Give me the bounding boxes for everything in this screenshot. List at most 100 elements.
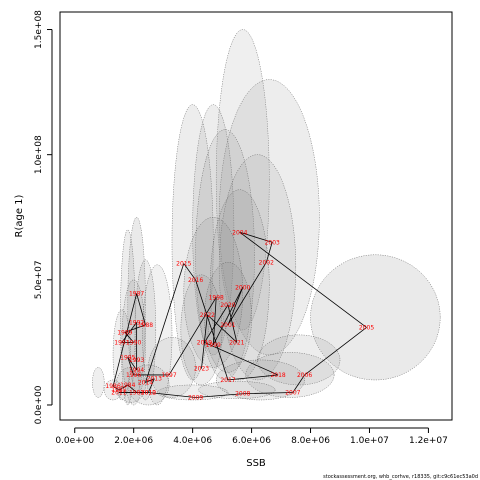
year-label: 2019 <box>197 339 212 346</box>
year-label: 2005 <box>359 324 374 331</box>
year-label: 1994 <box>129 367 144 374</box>
y-tick-label: 1.0e+08 <box>34 135 44 174</box>
path-segment <box>168 297 217 376</box>
year-label: 2004 <box>232 229 247 236</box>
confidence-ellipse <box>198 380 276 399</box>
path-segment <box>145 378 155 383</box>
year-label: 1997 <box>161 372 176 379</box>
year-label: 2020 <box>220 302 235 309</box>
year-label: 1991 <box>114 339 129 346</box>
recruitment-path <box>112 231 367 398</box>
x-tick-label: 2.0e+06 <box>114 436 153 446</box>
year-label: 2021 <box>229 339 244 346</box>
year-label: 1989 <box>117 329 132 336</box>
y-axis-title: R(age 1) <box>14 194 25 237</box>
year-label: 1984 <box>120 382 135 389</box>
year-label: 2014 <box>138 379 153 386</box>
path-segment <box>207 314 238 343</box>
y-tick-label: 5.0e+07 <box>34 260 44 299</box>
path-segment <box>148 378 155 393</box>
year-label: 2001 <box>220 322 235 329</box>
year-label: 2017 <box>220 377 235 384</box>
confidence-ellipse <box>115 367 146 403</box>
year-label: 1990 <box>126 339 141 346</box>
year-label: 1987 <box>129 291 144 298</box>
path-segment <box>124 324 146 333</box>
path-segment <box>304 327 367 376</box>
year-label: 1998 <box>209 294 224 301</box>
year-label: 2000 <box>235 284 250 291</box>
path-segment <box>112 293 138 387</box>
path-segment <box>148 392 196 398</box>
path-segment <box>118 384 128 391</box>
path-segment <box>227 287 244 326</box>
confidence-ellipse <box>103 379 123 401</box>
year-label: 1999 <box>206 342 221 349</box>
confidence-ellipse <box>92 367 105 398</box>
path-segment <box>195 279 229 381</box>
path-segment <box>242 392 293 395</box>
year-label: 2011 <box>111 389 126 396</box>
y-tick-label: 0.0e+00 <box>34 385 44 424</box>
x-tick-label: 1.0e+07 <box>350 436 389 446</box>
path-segment <box>127 384 137 393</box>
path-segment <box>136 293 146 325</box>
year-label: 2013 <box>147 376 162 383</box>
y-tick-label: 1.5e+08 <box>34 10 44 49</box>
year-label: 1993 <box>129 357 144 364</box>
plot-frame <box>59 11 453 421</box>
path-segment <box>265 242 273 263</box>
year-label: 2009 <box>188 394 203 401</box>
confidence-ellipse <box>257 334 341 386</box>
path-segment <box>212 287 244 346</box>
y-axis: 0.0e+00 5.0e+07 1.0e+08 1.5e+08 <box>34 10 53 424</box>
confidence-ellipse <box>215 359 305 401</box>
confidence-ellipse <box>134 259 157 401</box>
confidence-ellipse <box>245 352 335 398</box>
path-segment <box>227 262 267 326</box>
year-label: 2022 <box>200 312 215 319</box>
confidence-ellipse <box>218 154 297 381</box>
year-label: 1992 <box>129 319 144 326</box>
confidence-ellipse <box>310 254 441 381</box>
path-segment <box>121 322 137 343</box>
year-label: 2016 <box>188 277 203 284</box>
confidence-ellipses <box>92 29 441 406</box>
year-label: 2002 <box>259 259 274 266</box>
confidence-ellipse <box>218 79 320 356</box>
path-segment <box>124 332 134 343</box>
x-tick-label: 8.0e+06 <box>291 436 330 446</box>
x-tick-label: 1.2e+07 <box>409 436 448 446</box>
year-label: 2018 <box>270 372 285 379</box>
x-tick-label: 4.0e+06 <box>173 436 212 446</box>
year-label: 2003 <box>265 239 280 246</box>
year-label: 2008 <box>235 391 250 398</box>
year-label: 1985 <box>111 387 126 394</box>
year-label: 2007 <box>285 389 300 396</box>
year-label: 2023 <box>194 366 209 373</box>
path-segment <box>227 374 279 381</box>
confidence-ellipse <box>183 217 243 368</box>
year-label: 1995 <box>120 354 135 361</box>
x-tick-label: 0.0e+00 <box>55 436 94 446</box>
year-label: 1988 <box>138 322 153 329</box>
path-segment <box>204 342 279 376</box>
path-segment <box>239 231 367 328</box>
path-segment <box>112 385 120 391</box>
path-segment <box>201 314 208 369</box>
path-segment <box>239 231 273 243</box>
path-segment <box>227 304 238 343</box>
path-segment <box>127 357 137 371</box>
path-segment <box>127 357 135 376</box>
path-segment <box>195 393 243 398</box>
footer-text: stockassessment.org, whb_corhve, r18335,… <box>323 474 478 480</box>
year-label: 2012 <box>141 389 156 396</box>
confidence-ellipse <box>210 189 270 381</box>
path-segment <box>292 374 305 393</box>
path-segment <box>145 263 185 383</box>
x-axis: 0.0e+00 2.0e+06 4.0e+06 6.0e+06 8.0e+06 1.0e+… <box>55 427 448 446</box>
year-label: 2010 <box>141 389 156 396</box>
year-label: 1986 <box>105 383 120 390</box>
